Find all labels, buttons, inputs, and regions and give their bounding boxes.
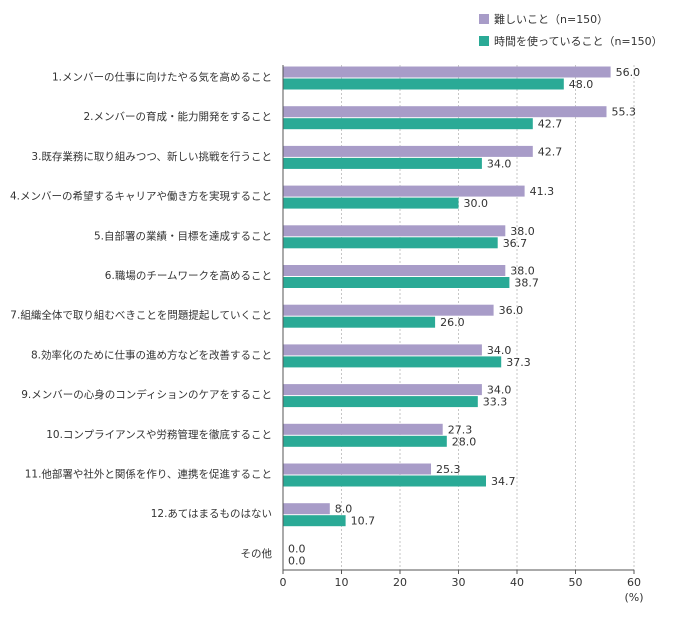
bar-series-2 [283, 435, 447, 447]
category-label: 6.職場のチームワークを高めること [105, 269, 272, 282]
x-tick-label: 60 [627, 576, 641, 589]
x-tick-label: 40 [510, 576, 524, 589]
bar-series-2 [283, 515, 346, 527]
bar-series-1 [283, 185, 525, 197]
value-label: 38.7 [514, 277, 539, 290]
category-label: 7.組織全体で取り組むべきことを問題提起していくこと [10, 309, 272, 322]
legend-label-1: 難しいこと（n=150） [494, 13, 608, 26]
category-label: その他 [241, 547, 273, 560]
value-label: 48.0 [569, 78, 594, 91]
value-label: 38.0 [510, 265, 535, 278]
value-label: 37.3 [506, 356, 530, 369]
value-label: 33.3 [483, 396, 508, 409]
bar-series-1 [283, 106, 607, 118]
legend: 難しいこと（n=150） 時間を使っていること（n=150） [479, 13, 663, 48]
x-tick-label: 30 [452, 576, 466, 589]
bar-series-2 [283, 316, 436, 328]
category-label: 1.メンバーの仕事に向けたやる気を高めること [52, 71, 272, 84]
x-axis-unit: (%) [624, 591, 643, 604]
value-label: 34.7 [491, 475, 516, 488]
bar-series-2 [283, 118, 533, 130]
bar-series-2 [283, 396, 478, 408]
x-tick-label: 50 [569, 576, 583, 589]
bar-series-2 [283, 197, 459, 209]
value-label: 0.0 [288, 554, 306, 567]
bar-series-1 [283, 384, 482, 396]
category-label: 8.効率化のために仕事の進め方などを改善すること [31, 348, 272, 361]
category-label: 3.既存業務に取り組みつつ、新しい挑戦を行うこと [31, 150, 272, 163]
category-label: 2.メンバーの育成・能力開発をすること [83, 110, 272, 123]
bar-series-2 [283, 237, 498, 249]
bar-series-1 [283, 225, 506, 237]
value-label: 38.0 [510, 225, 535, 238]
value-label: 42.7 [538, 145, 563, 158]
bar-series-2 [283, 78, 564, 90]
value-label: 0.0 [288, 542, 306, 555]
bar-series-1 [283, 344, 482, 356]
category-label: 4.メンバーの希望するキャリアや働き方を実現すること [10, 190, 272, 203]
bars: 1.メンバーの仕事に向けたやる気を高めること 56.0 48.0 2.メンバーの育成・… [10, 66, 640, 567]
category-label: 11.他部署や社外と関係を作り、連携を促進すること [25, 468, 272, 481]
bar-series-1 [283, 503, 330, 515]
bar-series-1 [283, 145, 533, 157]
value-label: 41.3 [530, 185, 555, 198]
value-label: 34.0 [487, 157, 512, 170]
value-label: 10.7 [351, 515, 376, 528]
category-label: 12.あてはまるものはない [151, 508, 272, 520]
value-label: 34.0 [487, 384, 512, 397]
bar-series-1 [283, 423, 443, 435]
bar-series-1 [283, 463, 432, 475]
category-label: 10.コンプライアンスや労務管理を徹底すること [46, 428, 272, 441]
category-label: 5.自部署の業績・目標を達成すること [94, 229, 272, 242]
value-label: 55.3 [612, 106, 637, 119]
legend-swatch-1 [479, 14, 489, 24]
value-label: 42.7 [538, 118, 563, 131]
value-label: 34.0 [487, 344, 512, 357]
x-axis: 0 10 20 30 40 50 60 (%) [280, 65, 644, 604]
category-label: 9.メンバーの心身のコンディションのケアをすること [21, 388, 272, 401]
x-tick-label: 0 [280, 576, 287, 589]
bar-series-2 [283, 277, 510, 288]
value-label: 36.7 [503, 237, 528, 250]
value-label: 25.3 [436, 463, 461, 476]
bar-series-1 [283, 265, 506, 276]
legend-swatch-2 [479, 36, 489, 46]
value-label: 27.3 [448, 423, 473, 436]
bar-series-1 [283, 304, 494, 316]
bar-series-2 [283, 157, 482, 169]
value-label: 56.0 [616, 66, 641, 79]
legend-label-2: 時間を使っていること（n=150） [494, 35, 663, 48]
x-tick-label: 20 [393, 576, 407, 589]
value-label: 28.0 [452, 435, 477, 448]
value-label: 8.0 [335, 503, 353, 516]
value-label: 36.0 [499, 304, 523, 317]
value-label: 30.0 [464, 197, 489, 210]
bar-series-1 [283, 66, 611, 78]
bar-series-2 [283, 475, 486, 487]
x-tick-label: 10 [335, 576, 349, 589]
value-label: 26.0 [440, 316, 465, 329]
bar-series-2 [283, 356, 502, 368]
